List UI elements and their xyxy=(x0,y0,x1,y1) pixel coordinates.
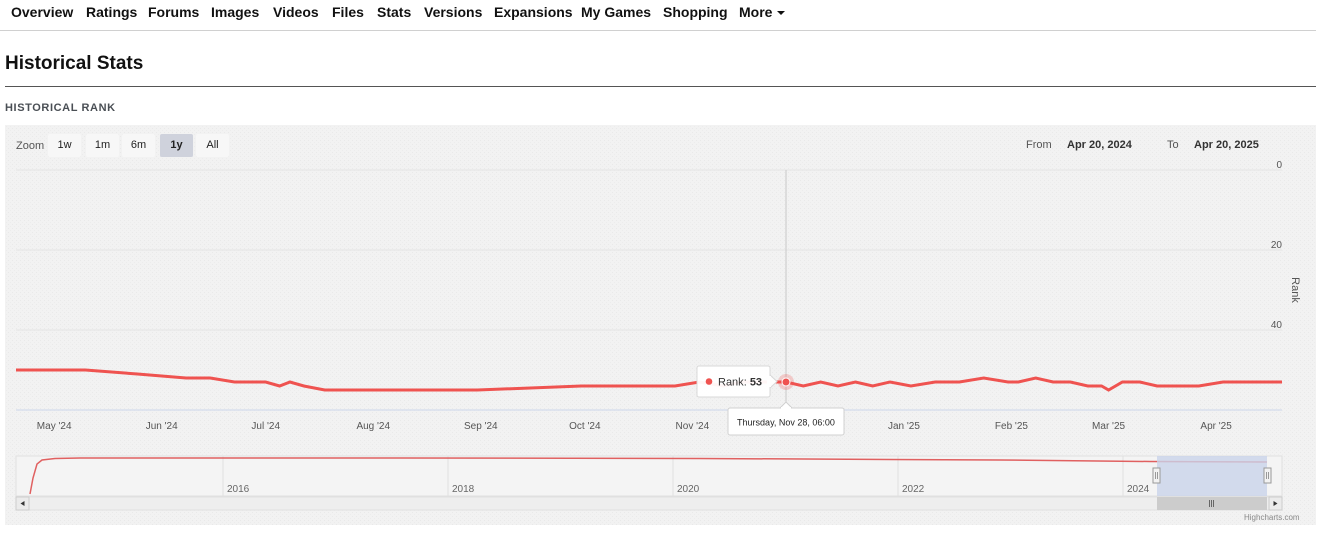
zoom-all-button[interactable]: All xyxy=(196,134,229,157)
nav-forums[interactable]: Forums xyxy=(148,4,200,20)
arrow-right-icon xyxy=(1273,501,1278,506)
to-label: To xyxy=(1167,139,1179,151)
x-tick-label: Feb '25 xyxy=(995,421,1028,432)
nav-stats[interactable]: Stats xyxy=(377,4,412,20)
zoom-1y-button[interactable]: 1y xyxy=(160,134,193,157)
x-tick-label: Jul '24 xyxy=(251,421,280,432)
rank-series-line xyxy=(16,368,1282,392)
scroll-left-button[interactable] xyxy=(15,496,30,511)
navigator-right-handle[interactable] xyxy=(1263,467,1272,484)
zoom-label: Zoom xyxy=(16,140,45,152)
x-tick-label: Jan '25 xyxy=(888,421,920,432)
x-tick-label: Nov '24 xyxy=(676,421,710,432)
tooltip-rank-label: Rank: 53 xyxy=(718,377,762,389)
x-tick-label: Mar '25 xyxy=(1092,421,1125,432)
scroll-right-button[interactable] xyxy=(1268,496,1283,511)
nav-ratings[interactable]: Ratings xyxy=(86,4,138,20)
to-date-input[interactable] xyxy=(1194,136,1272,154)
nav-images[interactable]: Images xyxy=(211,4,260,20)
value-tooltip: Rank: 53 xyxy=(696,365,778,398)
y-axis-label: Rank xyxy=(1289,277,1301,303)
x-tick-label: Jun '24 xyxy=(146,421,178,432)
x-tick-label: Apr '25 xyxy=(1200,421,1232,432)
navigator-tick-label: 2016 xyxy=(227,484,250,495)
navigator-tick-label: 2018 xyxy=(452,484,475,495)
x-tick-label: Oct '24 xyxy=(569,421,601,432)
y-tick-label: 20 xyxy=(1271,240,1283,251)
title-divider xyxy=(5,86,1316,87)
navigator-selection[interactable] xyxy=(1157,456,1267,496)
nav-overview[interactable]: Overview xyxy=(11,4,74,20)
game-nav-bar: Overview Ratings Forums Images Videos Fi… xyxy=(0,0,1316,31)
page-title: Historical Stats xyxy=(5,53,144,74)
y-tick-label: 0 xyxy=(1276,160,1282,171)
from-label: From xyxy=(1026,139,1052,151)
navigator-tick-label: 2024 xyxy=(1127,484,1150,495)
navigator-area xyxy=(15,455,1283,497)
section-label: HISTORICAL RANK xyxy=(5,102,116,114)
tooltip-date: Thursday, Nov 28, 06:00 xyxy=(737,418,835,428)
zoom-1m-button[interactable]: 1m xyxy=(86,134,119,157)
arrow-left-icon xyxy=(20,501,25,506)
navigator-tick-label: 2020 xyxy=(677,484,700,495)
hover-point xyxy=(781,377,791,387)
x-tick-label: Sep '24 xyxy=(464,421,498,432)
navigator-tick-label: 2022 xyxy=(902,484,925,495)
series-dot-icon xyxy=(705,378,713,385)
nav-more-label: More xyxy=(739,4,773,20)
navigator-left-handle[interactable] xyxy=(1152,467,1161,484)
nav-shopping[interactable]: Shopping xyxy=(663,4,728,20)
scrollbar-track[interactable] xyxy=(15,496,1283,511)
nav-expansions[interactable]: Expansions xyxy=(494,4,573,20)
x-tick-label: May '24 xyxy=(37,421,72,432)
caret-down-icon xyxy=(777,11,786,16)
nav-versions[interactable]: Versions xyxy=(424,4,483,20)
navigator-series-line xyxy=(29,457,1268,495)
x-tick-label: Aug '24 xyxy=(356,421,390,432)
nav-more-dropdown[interactable]: More xyxy=(739,4,786,20)
nav-files[interactable]: Files xyxy=(332,4,364,20)
zoom-6m-button[interactable]: 6m xyxy=(122,134,155,157)
date-tooltip: Thursday, Nov 28, 06:00 xyxy=(727,401,845,436)
highcharts-credit[interactable]: Highcharts.com xyxy=(1244,513,1300,522)
y-tick-label: 40 xyxy=(1271,320,1283,331)
from-date-input[interactable] xyxy=(1067,136,1145,154)
zoom-1w-button[interactable]: 1w xyxy=(48,134,81,157)
nav-videos[interactable]: Videos xyxy=(273,4,319,20)
scrollbar-grip-icon xyxy=(1209,500,1214,507)
nav-my-games[interactable]: My Games xyxy=(581,4,652,20)
